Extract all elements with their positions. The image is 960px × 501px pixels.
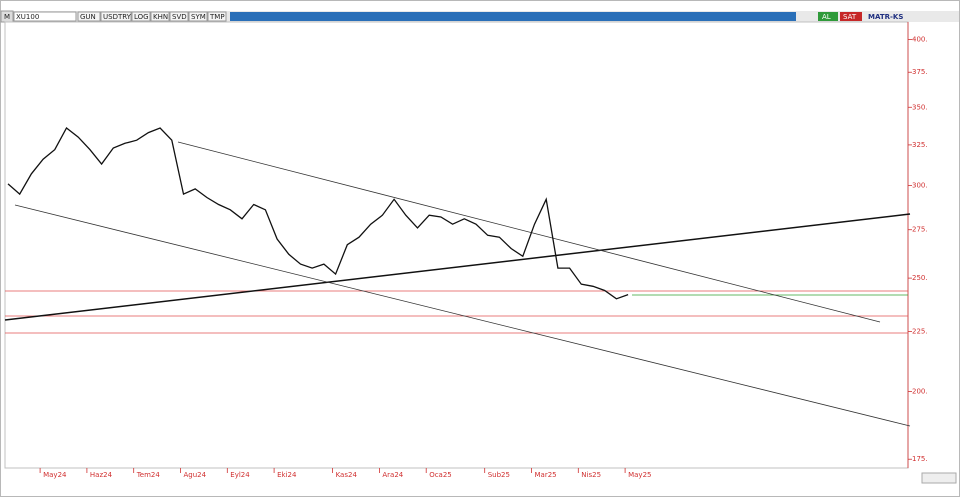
- sell-button[interactable]: [840, 12, 862, 21]
- toolbar-button-label: SYM: [191, 13, 206, 21]
- buy-button[interactable]: [818, 12, 838, 21]
- buy-label: AL: [822, 13, 831, 21]
- toolbar-button[interactable]: [77, 11, 101, 22]
- mode-label: M: [4, 13, 10, 21]
- toolbar-button-label: USDTRY: [103, 13, 132, 21]
- y-tick-label: 350.: [912, 103, 928, 111]
- x-tick-label: Ara24: [382, 471, 403, 479]
- trend-line: [4, 213, 911, 321]
- x-tick-label: Nis25: [581, 471, 601, 479]
- channel-line: [14, 204, 911, 427]
- toolbar-button-label: SVD: [172, 13, 187, 21]
- y-tick-label: 325.: [912, 141, 928, 149]
- y-tick-label: 275.: [912, 226, 928, 234]
- x-tick-label: Kas24: [336, 471, 358, 479]
- toolbar-button[interactable]: [169, 11, 189, 22]
- x-tick-label: Oca25: [429, 471, 452, 479]
- symbol-box[interactable]: [13, 11, 77, 22]
- sell-label: SAT: [843, 13, 857, 21]
- y-tick-label: 225.: [912, 328, 928, 336]
- x-tick-label: May24: [43, 471, 67, 479]
- toolbar-bar: [230, 12, 470, 21]
- scroll-controls[interactable]: [921, 472, 957, 484]
- y-tick-label: 200.: [912, 387, 928, 395]
- toolbar-buttons: GUN USDTRY LOG KHN SVD SYM TMP: [77, 11, 227, 22]
- toolbar-button[interactable]: [131, 11, 151, 22]
- symbol-label: XU100: [16, 13, 39, 21]
- y-tick-label: 250.: [912, 274, 928, 282]
- x-tick-label: Agu24: [184, 471, 207, 479]
- x-tick-label: Eki24: [277, 471, 297, 479]
- toolbar-button[interactable]: [188, 11, 208, 22]
- toolbar-button-label: TMP: [209, 13, 225, 21]
- toolbar-button-label: KHN: [153, 13, 168, 21]
- x-tick-label: May25: [628, 471, 651, 479]
- toolbar-button[interactable]: [207, 11, 227, 22]
- x-tick-label: Tem24: [136, 471, 161, 479]
- x-tick-label: Eyl24: [230, 471, 250, 479]
- toolbar-button[interactable]: [150, 11, 170, 22]
- toolbar-button-label: LOG: [134, 13, 149, 21]
- toolbar-button-label: GUN: [80, 13, 96, 21]
- y-tick-label: 400.: [912, 35, 928, 43]
- y-tick-label: 300.: [912, 182, 928, 190]
- account-label: MATR-KS: [868, 13, 903, 21]
- x-tick-label: Sub25: [488, 471, 510, 479]
- channel-line: [177, 141, 881, 323]
- toolbar-bar: [470, 12, 796, 21]
- x-tick-label: Mar25: [535, 471, 557, 479]
- x-tick-label: Haz24: [90, 471, 113, 479]
- price-line: [7, 127, 629, 300]
- y-tick-label: 375.: [912, 68, 928, 76]
- y-tick-label: 175.: [912, 455, 928, 463]
- toolbar-button[interactable]: [100, 11, 132, 22]
